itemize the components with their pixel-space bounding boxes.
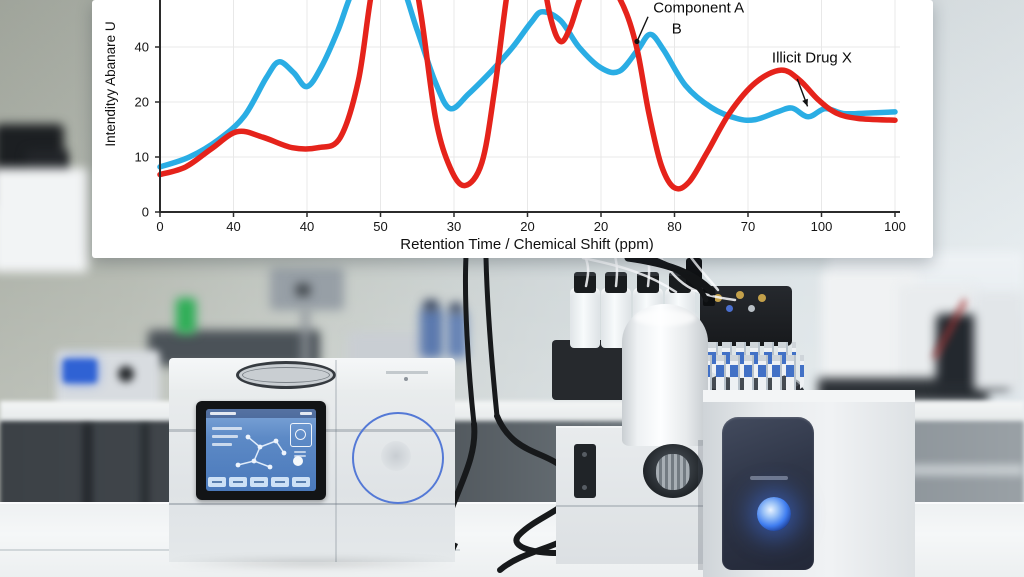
y-axis-label: Intendityy Abanare U	[103, 21, 118, 147]
svg-text:40: 40	[226, 219, 240, 234]
svg-text:20: 20	[594, 219, 608, 234]
svg-text:Component A: Component A	[653, 0, 744, 16]
chromatogram-chart: 0 40 40 50 30 20 20 80 70 100 100 0 10 20 40 Component …	[135, 0, 906, 234]
analyzer-touchscreen[interactable]	[206, 409, 316, 491]
screen-button[interactable]	[208, 477, 226, 487]
screen-button-row	[208, 477, 314, 489]
svg-text:100: 100	[884, 219, 906, 234]
background-reagent-bottle	[420, 308, 443, 358]
svg-text:80: 80	[667, 219, 681, 234]
background-green-bottle	[176, 298, 196, 334]
screen-button[interactable]	[229, 477, 247, 487]
detector-front-panel	[722, 417, 814, 570]
solvent-bottle	[570, 288, 600, 348]
molecule-graphic	[235, 434, 287, 470]
svg-text:0: 0	[156, 219, 163, 234]
power-status-light[interactable]	[757, 497, 791, 531]
hplc-side-connector	[574, 444, 596, 498]
sample-vials	[702, 355, 804, 395]
svg-text:30: 30	[447, 219, 461, 234]
svg-text:40: 40	[135, 40, 149, 55]
svg-text:20: 20	[520, 219, 534, 234]
bottle-cap	[574, 272, 596, 293]
svg-text:10: 10	[135, 150, 149, 165]
detector-brand-mark	[750, 476, 788, 480]
bottle-cap	[605, 272, 627, 293]
background-reagent-bottle	[447, 311, 467, 358]
svg-text:Illicit Drug X: Illicit Drug X	[772, 49, 852, 66]
svg-text:0: 0	[142, 205, 149, 220]
screen-button[interactable]	[292, 477, 310, 487]
screen-action-icon[interactable]	[290, 423, 312, 447]
background-blue-screen	[63, 359, 97, 383]
svg-text:20: 20	[135, 95, 149, 110]
svg-text:40: 40	[300, 219, 314, 234]
chart-panel: 0 40 40 50 30 20 20 80 70 100 100 0 10 20 40 Component …	[92, 0, 933, 258]
screen-atom-dot	[293, 456, 303, 466]
analyzer-dial-button[interactable]	[352, 412, 444, 504]
screen-button[interactable]	[250, 477, 268, 487]
svg-text:70: 70	[741, 219, 755, 234]
svg-text:100: 100	[811, 219, 833, 234]
svg-text:B: B	[672, 20, 682, 37]
background-white-box	[0, 168, 88, 272]
curve-Illicit Drug X	[157, 0, 898, 192]
bottle-cap	[637, 272, 659, 293]
screen-button[interactable]	[271, 477, 289, 487]
curve-Component A / B	[157, 0, 898, 170]
x-axis-label: Retention Time / Chemical Shift (ppm)	[400, 236, 654, 253]
analyzer-vent	[236, 361, 336, 389]
svg-text:50: 50	[373, 219, 387, 234]
autosampler-tower	[622, 304, 708, 446]
